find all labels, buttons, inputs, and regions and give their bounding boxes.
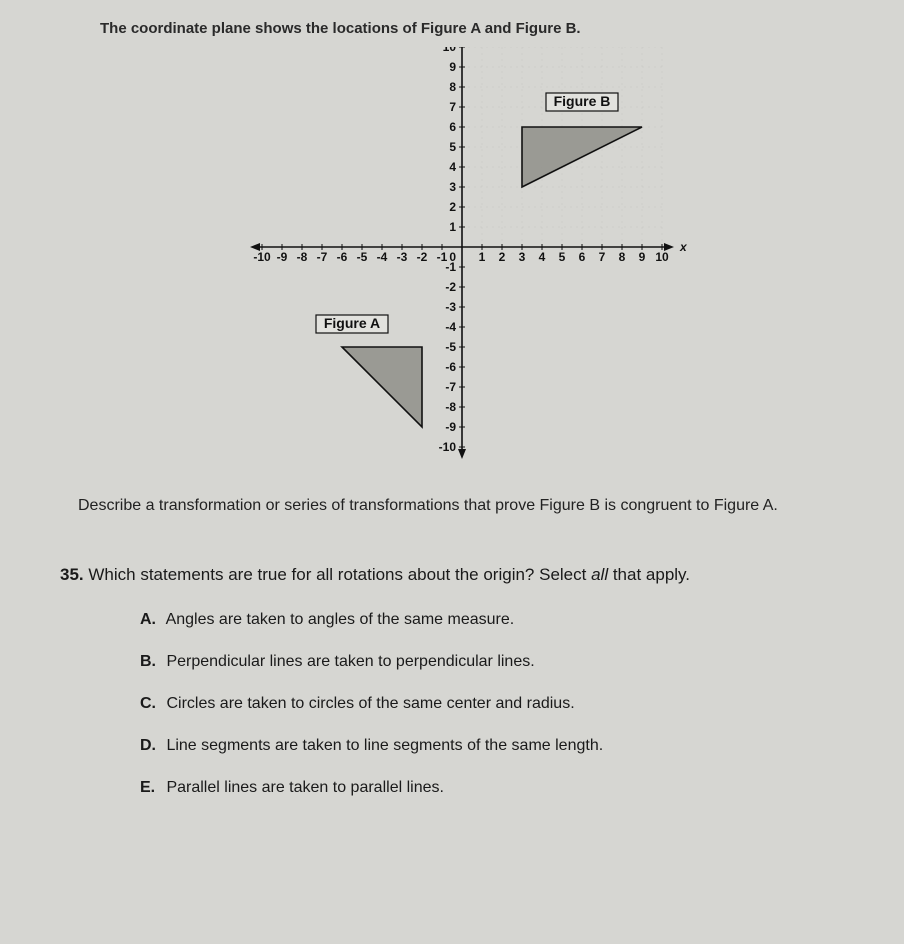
svg-text:-2: -2 [417, 250, 428, 264]
describe-prompt: Describe a transformation or series of t… [78, 495, 846, 517]
question-stem-ital: all [591, 565, 608, 584]
svg-text:-6: -6 [337, 250, 348, 264]
svg-text:-8: -8 [297, 250, 308, 264]
svg-text:x: x [679, 240, 688, 254]
choice-e[interactable]: E. Parallel lines are taken to parallel … [140, 779, 864, 797]
choice-text: Angles are taken to angles of the same m… [166, 611, 515, 628]
coordinate-plane: -10-9-8-7-6-5-4-3-2-11234567891010987654… [182, 47, 742, 477]
svg-text:10: 10 [443, 47, 457, 54]
svg-text:9: 9 [449, 60, 456, 74]
svg-text:9: 9 [639, 250, 646, 264]
choice-letter: E. [140, 779, 162, 797]
question-stem-a: Which statements are true for all rotati… [88, 565, 591, 584]
svg-text:8: 8 [619, 250, 626, 264]
svg-text:-7: -7 [445, 380, 456, 394]
svg-text:-6: -6 [445, 360, 456, 374]
question-35-stem: 35. Which statements are true for all ro… [60, 565, 864, 585]
svg-text:1: 1 [479, 250, 486, 264]
svg-text:-8: -8 [445, 400, 456, 414]
svg-text:5: 5 [559, 250, 566, 264]
svg-text:4: 4 [449, 160, 456, 174]
choice-a[interactable]: A. Angles are taken to angles of the sam… [140, 611, 864, 629]
choice-c[interactable]: C. Circles are taken to circles of the s… [140, 695, 864, 713]
svg-text:-10: -10 [253, 250, 271, 264]
choice-letter: D. [140, 737, 162, 755]
svg-text:7: 7 [449, 100, 456, 114]
choice-letter: B. [140, 653, 162, 671]
svg-text:-3: -3 [397, 250, 408, 264]
choice-text: Perpendicular lines are taken to perpend… [166, 653, 534, 670]
question-stem-b: that apply. [608, 565, 690, 584]
choice-text: Line segments are taken to line segments… [166, 737, 603, 754]
svg-text:-10: -10 [439, 440, 457, 454]
answer-choices: A. Angles are taken to angles of the sam… [140, 611, 864, 797]
svg-text:-4: -4 [445, 320, 456, 334]
svg-text:0: 0 [449, 250, 456, 264]
choice-text: Circles are taken to circles of the same… [166, 695, 574, 712]
svg-text:8: 8 [449, 80, 456, 94]
svg-text:7: 7 [599, 250, 606, 264]
svg-text:2: 2 [449, 200, 456, 214]
svg-text:1: 1 [449, 220, 456, 234]
choice-text: Parallel lines are taken to parallel lin… [166, 779, 443, 796]
svg-text:Figure B: Figure B [554, 93, 611, 109]
question-number: 35. [60, 565, 84, 584]
choice-letter: A. [140, 611, 162, 629]
svg-text:4: 4 [539, 250, 546, 264]
svg-text:3: 3 [519, 250, 526, 264]
coordinate-plane-container: -10-9-8-7-6-5-4-3-2-11234567891010987654… [182, 47, 742, 477]
svg-text:-5: -5 [445, 340, 456, 354]
choice-b[interactable]: B. Perpendicular lines are taken to perp… [140, 653, 864, 671]
svg-text:-7: -7 [317, 250, 328, 264]
svg-text:5: 5 [449, 140, 456, 154]
choice-d[interactable]: D. Line segments are taken to line segme… [140, 737, 864, 755]
svg-text:-2: -2 [445, 280, 456, 294]
svg-text:-3: -3 [445, 300, 456, 314]
svg-text:-4: -4 [377, 250, 388, 264]
svg-text:-9: -9 [277, 250, 288, 264]
svg-text:3: 3 [449, 180, 456, 194]
svg-text:6: 6 [449, 120, 456, 134]
intro-text: The coordinate plane shows the locations… [100, 20, 864, 37]
svg-text:Figure A: Figure A [324, 315, 380, 331]
svg-text:6: 6 [579, 250, 586, 264]
svg-text:10: 10 [655, 250, 669, 264]
choice-letter: C. [140, 695, 162, 713]
svg-text:-5: -5 [357, 250, 368, 264]
svg-text:-9: -9 [445, 420, 456, 434]
svg-text:2: 2 [499, 250, 506, 264]
